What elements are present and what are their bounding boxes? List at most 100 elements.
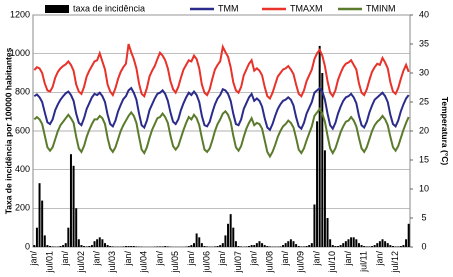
bar — [245, 246, 248, 247]
bar — [350, 237, 353, 247]
bar — [96, 239, 99, 247]
bar — [365, 246, 368, 247]
bar — [313, 204, 316, 247]
bar — [371, 246, 374, 247]
bar — [62, 245, 65, 247]
bar — [51, 246, 54, 247]
bar — [386, 243, 389, 247]
y-tick-label: 600 — [15, 125, 30, 135]
bar — [216, 246, 219, 247]
bar — [111, 246, 114, 247]
bar — [195, 233, 198, 247]
bar — [287, 241, 290, 247]
bar — [64, 243, 67, 247]
bar — [187, 246, 190, 247]
bar — [342, 243, 345, 247]
x-tick-label: jan/ — [154, 251, 164, 267]
bar — [206, 246, 209, 247]
bar — [229, 214, 232, 247]
y-tick-label: 800 — [15, 87, 30, 97]
y-tick-label: 0 — [25, 241, 30, 251]
bar — [85, 246, 88, 247]
bar — [132, 246, 135, 247]
x-tick-label: jan/ — [123, 251, 133, 267]
bar — [164, 246, 167, 247]
bar — [190, 245, 193, 247]
legend-swatch — [45, 5, 69, 13]
bar — [38, 183, 41, 247]
y-tick-label: 1200 — [10, 9, 30, 19]
x-tick-label: jul/08 — [264, 251, 274, 274]
x-tick-label: jan/ — [311, 251, 321, 267]
bar — [318, 45, 321, 247]
bar — [399, 246, 402, 247]
bar — [69, 154, 72, 247]
bar — [156, 246, 159, 247]
bar — [198, 237, 201, 247]
bar — [59, 246, 62, 247]
bar — [295, 244, 298, 247]
bar — [109, 246, 112, 247]
x-tick-label: jan/ — [374, 251, 384, 267]
y2-tick-label: 5 — [421, 212, 426, 222]
bar — [35, 227, 38, 247]
bar — [268, 246, 271, 247]
bar — [193, 243, 196, 247]
x-tick-label: jul/11 — [359, 251, 369, 273]
bar — [339, 245, 342, 247]
bar — [334, 246, 337, 247]
bar — [80, 245, 83, 247]
legend-label: TMM — [218, 3, 239, 13]
bar — [279, 246, 282, 247]
x-tick-label: jan/ — [249, 251, 259, 267]
bar — [247, 246, 250, 247]
bar — [127, 246, 130, 247]
y2-tick-label: 15 — [419, 154, 429, 164]
bar — [158, 246, 161, 247]
bar — [101, 239, 104, 247]
y2-tick-label: 30 — [419, 67, 429, 77]
bar — [394, 246, 397, 247]
bar — [253, 245, 256, 247]
bar — [337, 246, 339, 247]
bar — [389, 245, 392, 247]
bar — [357, 243, 360, 247]
bar — [310, 243, 313, 247]
bar — [331, 245, 334, 247]
bar — [323, 150, 326, 247]
bar — [258, 241, 261, 247]
bar — [90, 245, 93, 247]
bar — [405, 239, 408, 247]
bar — [104, 243, 106, 247]
legend-label: taxa de incidência — [73, 3, 145, 13]
bar — [329, 239, 332, 247]
bar — [41, 200, 44, 247]
bar — [43, 235, 46, 247]
bar — [237, 246, 240, 247]
bar — [106, 245, 109, 247]
bar — [240, 246, 243, 247]
bar — [88, 246, 91, 247]
bar — [75, 208, 78, 247]
x-tick-label: jul/10 — [327, 251, 337, 274]
x-tick-label: jul/07 — [233, 251, 243, 274]
bar — [282, 245, 285, 247]
bar — [227, 223, 230, 247]
bar — [122, 246, 125, 247]
bar — [402, 245, 405, 247]
x-tick-label: jan/ — [92, 251, 102, 267]
bar — [397, 246, 400, 247]
bar — [321, 73, 324, 247]
bar — [368, 246, 371, 247]
x-tick-label: jan/ — [280, 251, 290, 267]
bar — [33, 245, 36, 247]
x-tick-label: jan/ — [186, 251, 196, 267]
y2-tick-label: 40 — [419, 9, 429, 19]
bar — [124, 246, 127, 247]
bar — [326, 218, 329, 247]
x-tick-label: jul/06 — [201, 251, 211, 274]
bar — [300, 246, 303, 247]
bar — [363, 246, 366, 247]
x-tick-label: jan/ — [60, 251, 70, 267]
y-axis-label: Taxa de incidência por 100000 habitantes — [3, 47, 13, 214]
